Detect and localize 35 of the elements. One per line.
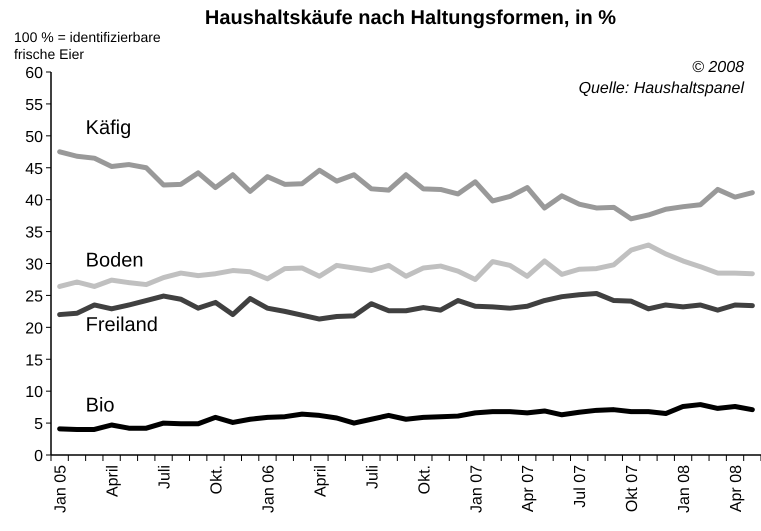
y-tick-label: 50 — [25, 128, 44, 146]
x-tick-label: Okt. — [416, 465, 434, 494]
x-tick-label: Jan 08 — [676, 464, 694, 514]
y-tick-label: 30 — [25, 256, 44, 274]
x-tick-label: Juli — [156, 465, 174, 490]
y-tick-label: 55 — [25, 96, 44, 114]
y-tick-label: 10 — [25, 384, 44, 402]
text: 100 % = identifizierbare frische Eier — [14, 29, 161, 62]
x-tick-label: Juli — [364, 465, 382, 490]
series-label: Boden — [86, 249, 144, 272]
y-tick-label: 25 — [25, 288, 44, 306]
y-tick-label: 20 — [25, 320, 44, 338]
y-tick-label: 40 — [25, 192, 44, 210]
x-tick-label: Jul 07 — [572, 464, 590, 508]
y-tick-label: 45 — [25, 160, 44, 178]
x-tick-label: April — [312, 465, 330, 498]
chart-title: Haushaltskäufe nach Haltungsformen, in % — [204, 7, 616, 29]
series-label: Käfig — [86, 117, 132, 140]
x-tick-label: Apr 08 — [728, 464, 746, 512]
series-label: Freiland — [86, 314, 158, 336]
x-tick-label: Jan 05 — [52, 464, 70, 514]
y-tick-label: 15 — [25, 352, 44, 370]
y-tick-label: 60 — [25, 65, 44, 82]
annotation: © 2008 — [692, 59, 744, 76]
y-tick-label: 35 — [25, 224, 44, 242]
x-tick-label: Apr 07 — [520, 464, 538, 512]
x-tick-label: Okt. — [208, 465, 226, 494]
y-tick-label: 0 — [34, 448, 44, 465]
annotation: Quelle: Haushaltspanel — [578, 80, 744, 97]
x-tick-label: Jan 07 — [468, 464, 486, 514]
x-tick-label: Okt 07 — [624, 464, 642, 512]
x-tick-label: Jan 06 — [260, 464, 278, 514]
series-label: Bio — [86, 394, 115, 416]
x-tick-label: April — [104, 465, 122, 498]
y-tick-label: 5 — [34, 416, 44, 434]
